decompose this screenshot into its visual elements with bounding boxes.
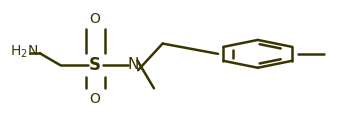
Text: H$_2$N: H$_2$N	[10, 44, 38, 60]
Text: N: N	[128, 57, 139, 72]
Text: O: O	[90, 92, 101, 106]
Text: O: O	[90, 12, 101, 26]
Text: S: S	[89, 56, 101, 74]
